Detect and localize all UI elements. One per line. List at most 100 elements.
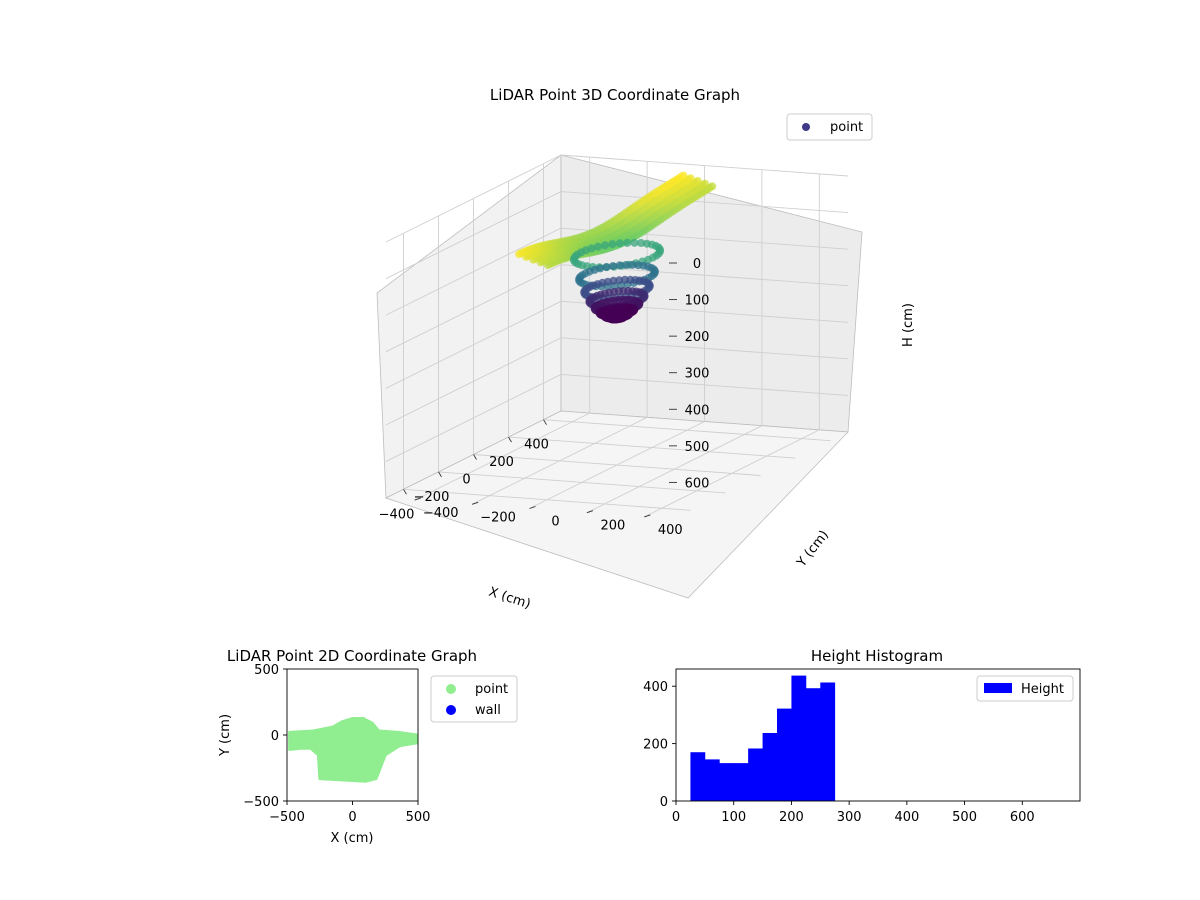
- histogram-bar: [690, 752, 706, 801]
- y-tick-label-2d: 0: [271, 729, 279, 744]
- grid-line: [385, 191, 562, 279]
- point-mark: [622, 302, 631, 311]
- point-mark: [615, 276, 624, 285]
- grid-3d: [385, 154, 849, 518]
- histogram-legend: Height: [976, 675, 1074, 702]
- histogram-bar: [777, 708, 792, 801]
- chart-3d-legend: point: [786, 113, 873, 141]
- grid-line: [471, 416, 648, 505]
- legend-label-point-2d: point: [475, 682, 508, 697]
- legend-box-hist: [976, 675, 1074, 702]
- chart-2d-title: LiDAR Point 2D Coordinate Graph: [227, 647, 477, 665]
- z-tick-label-3d: 300: [685, 367, 710, 382]
- point-mark: [628, 260, 637, 269]
- x-tick-label-3d: 400: [524, 438, 549, 453]
- point-mark: [615, 239, 624, 248]
- histogram-title: Height Histogram: [811, 647, 943, 665]
- point-cloud-2d: [288, 717, 419, 783]
- x-axis-label-3d: X (cm): [487, 585, 533, 613]
- grid-line: [385, 227, 562, 316]
- y-tick-label-hist: 0: [660, 795, 668, 810]
- plot-frame-hist: [675, 668, 1081, 802]
- point-mark: [693, 176, 702, 185]
- grid-line: [586, 425, 763, 514]
- y-tick-3d: [644, 514, 651, 518]
- point-mark: [701, 179, 709, 188]
- ticks-2d: −500−500 0 0 500 500: [243, 663, 430, 825]
- point-mark: [602, 263, 611, 272]
- z-tick-label-3d: 500: [685, 440, 710, 455]
- legend-label-height: Height: [1021, 682, 1064, 697]
- grid-line: [385, 264, 562, 353]
- x-tick-label-3d: −200: [414, 490, 450, 505]
- histogram-bar: [762, 732, 778, 801]
- grid-line: [644, 429, 820, 518]
- histogram-bar: [805, 688, 821, 801]
- x-tick-label-3d: −400: [379, 507, 415, 522]
- histogram-bar: [719, 763, 735, 801]
- point-mark: [608, 240, 617, 249]
- point-mark: [708, 182, 717, 191]
- chart-3d-title: LiDAR Point 3D Coordinate Graph: [490, 86, 740, 104]
- x-tick-3d: [403, 489, 407, 495]
- point-cloud: [515, 171, 717, 324]
- x-tick-label-2d: 500: [406, 810, 431, 825]
- z-tick-label-3d: 400: [685, 403, 710, 418]
- grid-line: [385, 154, 562, 243]
- ticks-hist: 0 100 200 300 400 500 600 0 200 400: [643, 680, 1035, 825]
- point-mark: [628, 287, 637, 296]
- point-mark: [642, 239, 651, 248]
- point-mark: [634, 261, 643, 270]
- point-mark: [622, 261, 631, 269]
- x-tick-label-hist: 200: [779, 810, 804, 825]
- x-tick-3d: [508, 436, 512, 443]
- y-axis-label-2d: Y (cm): [218, 714, 233, 757]
- y-tick-label-hist: 400: [643, 680, 668, 695]
- point-mark: [594, 242, 602, 251]
- z-tick-label-3d: 200: [685, 330, 710, 345]
- x-axis-label-2d: X (cm): [331, 831, 374, 846]
- histogram-bar: [748, 748, 763, 801]
- histogram-bars: [690, 675, 836, 801]
- grid-line: [560, 373, 849, 396]
- legend-marker-point-2d: [446, 684, 456, 694]
- point-mark: [615, 261, 624, 270]
- x-tick-3d: [438, 471, 442, 478]
- legend-marker-wall-2d: [446, 705, 456, 715]
- y-tick-3d: [414, 497, 421, 501]
- chart-2d: LiDAR Point 2D Coordinate Graph −500−500…: [218, 647, 518, 846]
- x-tick-label-3d: 0: [462, 473, 470, 488]
- point-mark: [631, 276, 640, 284]
- x-tick-label-hist: 100: [721, 810, 746, 825]
- y-axis-label-3d: Y (cm): [794, 528, 832, 571]
- legend-marker-point: [802, 123, 810, 131]
- x-tick-label-hist: 0: [672, 810, 680, 825]
- z-axis-label-3d: H (cm): [901, 303, 916, 347]
- point-mark: [625, 295, 634, 304]
- legend-label-point: point: [830, 120, 863, 135]
- point-mark: [679, 171, 688, 180]
- y-tick-label-3d: −200: [480, 510, 516, 525]
- y-tick-3d: [586, 510, 594, 514]
- y-tick-3d: [529, 506, 536, 509]
- z-tick-label-3d: 100: [685, 294, 710, 309]
- x-tick-label-hist: 600: [1010, 810, 1035, 825]
- x-tick-label-2d: −500: [269, 810, 305, 825]
- grid-line: [560, 154, 849, 177]
- histogram-bar: [733, 763, 749, 801]
- legend-box: [786, 113, 873, 141]
- grid-line: [385, 337, 562, 426]
- y-tick-label-2d: 500: [254, 663, 279, 678]
- chart-histogram: Height Histogram 0 100 200 300 400 500 600 0 200…: [643, 647, 1081, 825]
- point-mark: [596, 264, 605, 273]
- histogram-bar: [791, 675, 807, 801]
- y-tick-3d: [471, 501, 479, 505]
- y-tick-label-3d: 200: [600, 519, 625, 534]
- histogram-bar: [820, 682, 836, 801]
- point-mark: [608, 262, 617, 271]
- x-tick-label-hist: 500: [952, 810, 977, 825]
- x-tick-label-hist: 400: [894, 810, 919, 825]
- histogram-bar: [704, 759, 720, 801]
